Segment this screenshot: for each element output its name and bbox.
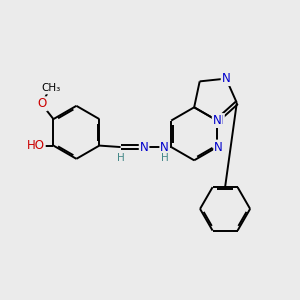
Text: N: N [213, 114, 221, 127]
Text: HO: HO [27, 139, 45, 152]
Text: O: O [38, 97, 47, 110]
Text: H: H [117, 153, 124, 163]
Text: H: H [161, 153, 169, 163]
Text: N: N [140, 141, 148, 154]
Text: N: N [160, 141, 169, 154]
Text: CH₃: CH₃ [41, 83, 61, 94]
Text: N: N [215, 114, 224, 127]
Text: N: N [222, 72, 230, 85]
Text: N: N [214, 141, 223, 154]
